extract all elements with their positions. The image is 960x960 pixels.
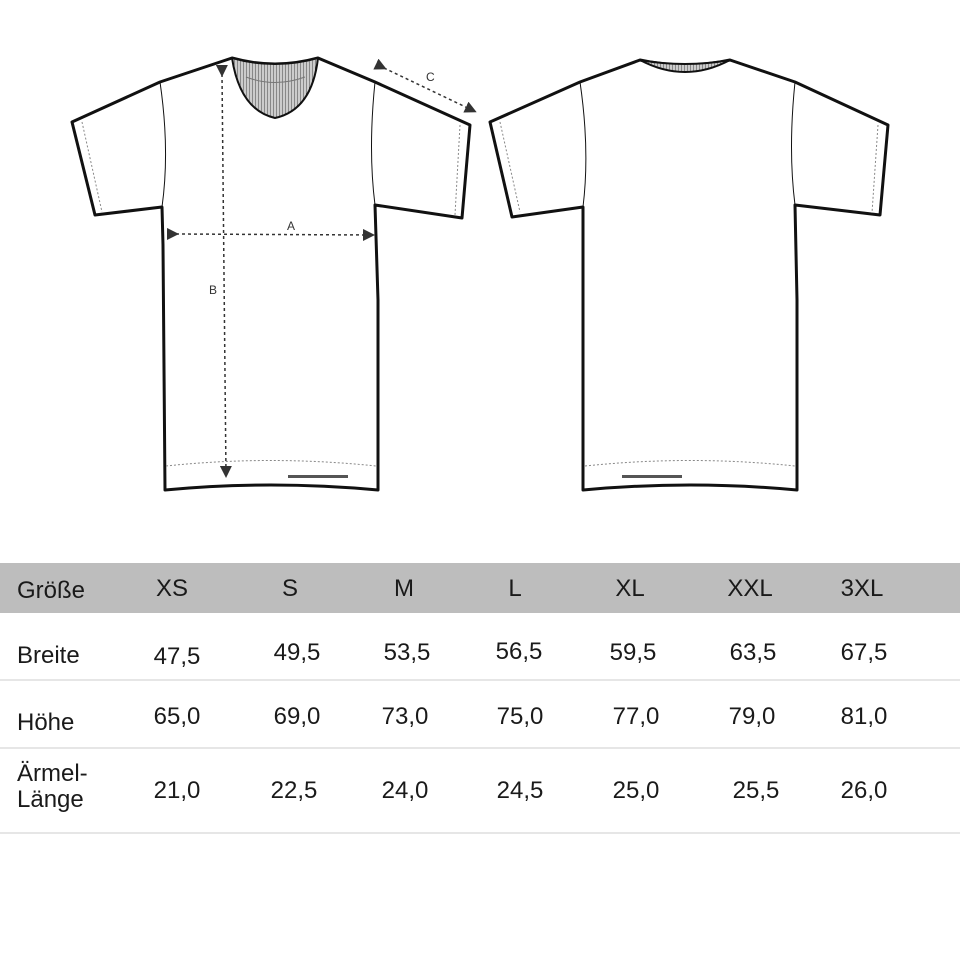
table-cell: 22,5 bbox=[270, 777, 318, 804]
row-label-line: Länge bbox=[17, 786, 84, 813]
size-header: XS bbox=[155, 575, 189, 602]
table-cell: 73,0 bbox=[381, 703, 429, 730]
label-b: B bbox=[209, 283, 217, 297]
table-cell: 47,5 bbox=[153, 643, 201, 670]
table-cell: 25,0 bbox=[612, 777, 660, 804]
table-cell: 21,0 bbox=[153, 777, 201, 804]
table-cell: 24,5 bbox=[496, 777, 544, 804]
table-cell: 81,0 bbox=[840, 703, 888, 730]
table-header-row: Größe XS S M L XL XXL 3XL bbox=[0, 563, 960, 613]
size-header: S bbox=[281, 575, 299, 602]
size-header: 3XL bbox=[840, 575, 884, 602]
table-cell: 63,5 bbox=[729, 639, 777, 666]
label-c: C bbox=[426, 70, 435, 84]
table-cell: 53,5 bbox=[383, 639, 431, 666]
table-cell: 79,0 bbox=[728, 703, 776, 730]
table-cell: 24,0 bbox=[381, 777, 429, 804]
row-label-line: Ärmel- bbox=[17, 760, 88, 787]
row-label: Breite bbox=[17, 642, 80, 669]
size-header: XL bbox=[615, 575, 645, 602]
size-table: Größe XS S M L XL XXL 3XL Breite 47,5 49… bbox=[0, 563, 960, 834]
header-label: Größe bbox=[17, 577, 86, 604]
size-header: M bbox=[394, 575, 414, 602]
label-a: A bbox=[287, 219, 295, 233]
table-cell: 56,5 bbox=[495, 638, 543, 665]
tshirt-diagram: A B C bbox=[70, 56, 890, 492]
table-cell: 59,5 bbox=[609, 639, 657, 666]
tshirt-back bbox=[488, 58, 890, 492]
table-cell: 49,5 bbox=[273, 639, 321, 666]
measure-lines bbox=[166, 58, 477, 478]
table-cell: 26,0 bbox=[840, 777, 888, 804]
table-row: Höhe 65,0 69,0 73,0 75,0 77,0 79,0 81,0 bbox=[0, 681, 960, 749]
table-cell: 75,0 bbox=[496, 703, 544, 730]
table-row: Ärmel- Länge 21,0 22,5 24,0 24,5 25,0 25,… bbox=[0, 749, 960, 834]
table-cell: 77,0 bbox=[612, 703, 660, 730]
table-cell: 67,5 bbox=[840, 639, 888, 666]
row-label: Ärmel- Länge bbox=[17, 761, 88, 813]
size-header: XXL bbox=[727, 575, 773, 602]
row-label: Höhe bbox=[17, 709, 75, 736]
tshirt-front bbox=[70, 56, 472, 492]
table-row: Breite 47,5 49,5 53,5 56,5 59,5 63,5 67,… bbox=[0, 613, 960, 681]
size-header: L bbox=[508, 575, 522, 602]
table-cell: 25,5 bbox=[732, 777, 780, 804]
table-cell: 65,0 bbox=[153, 703, 201, 730]
table-cell: 69,0 bbox=[273, 703, 321, 730]
